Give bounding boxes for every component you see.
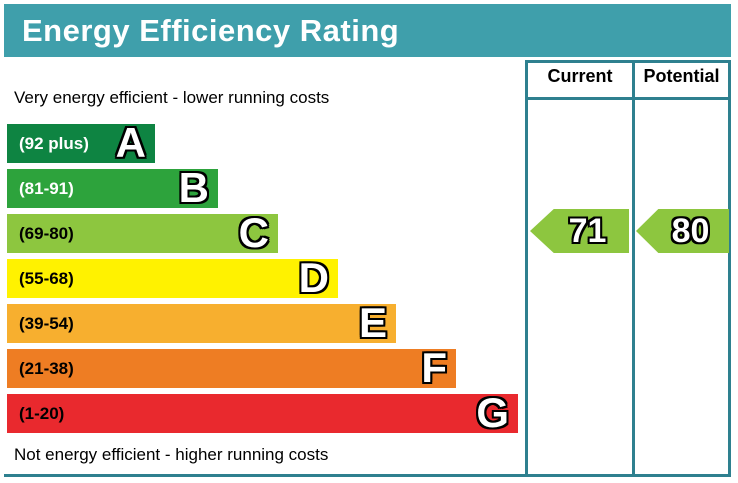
band-g-letter: G <box>476 389 509 436</box>
chart-title-bar: Energy Efficiency Rating <box>4 4 731 57</box>
current-rating-arrow: 71 <box>530 209 629 253</box>
band-b-letter: B <box>178 164 209 211</box>
band-a: (92 plus) A <box>7 119 155 166</box>
current-rating-value: 71 <box>568 212 607 250</box>
band-f-range: (21-38) <box>19 358 74 378</box>
table-border-top <box>525 60 731 63</box>
band-e: (39-54) E <box>7 299 396 346</box>
band-f: (21-38) F <box>7 344 456 391</box>
band-d-range: (55-68) <box>19 268 74 288</box>
band-c-range: (69-80) <box>19 223 74 243</box>
band-e-range: (39-54) <box>19 313 74 333</box>
table-border-divider <box>632 60 635 477</box>
table-border-left <box>525 60 528 477</box>
band-a-range: (92 plus) <box>19 133 89 153</box>
band-g-range: (1-20) <box>19 403 65 423</box>
band-a-letter: A <box>115 119 146 166</box>
current-column-header: Current <box>547 66 613 86</box>
potential-column-header: Potential <box>643 66 720 86</box>
band-d: (55-68) D <box>7 254 338 301</box>
band-c-letter: C <box>238 209 269 256</box>
band-b: (81-91) B <box>7 164 218 211</box>
band-c: (69-80) C <box>7 209 278 256</box>
band-g: (1-20) G <box>7 389 518 436</box>
band-f-letter: F <box>421 344 447 391</box>
band-d-letter: D <box>298 254 329 301</box>
band-e-letter: E <box>358 299 387 346</box>
potential-rating-value: 80 <box>671 212 710 250</box>
band-b-range: (81-91) <box>19 178 74 198</box>
chart-title: Energy Efficiency Rating <box>22 12 400 48</box>
potential-rating-arrow: 80 <box>636 209 729 253</box>
table-border-bottom <box>4 474 731 477</box>
table-header-underline <box>525 97 731 100</box>
top-note: Very energy efficient - lower running co… <box>14 88 330 107</box>
bottom-note: Not energy efficient - higher running co… <box>14 445 329 464</box>
table-border-right <box>728 60 731 477</box>
